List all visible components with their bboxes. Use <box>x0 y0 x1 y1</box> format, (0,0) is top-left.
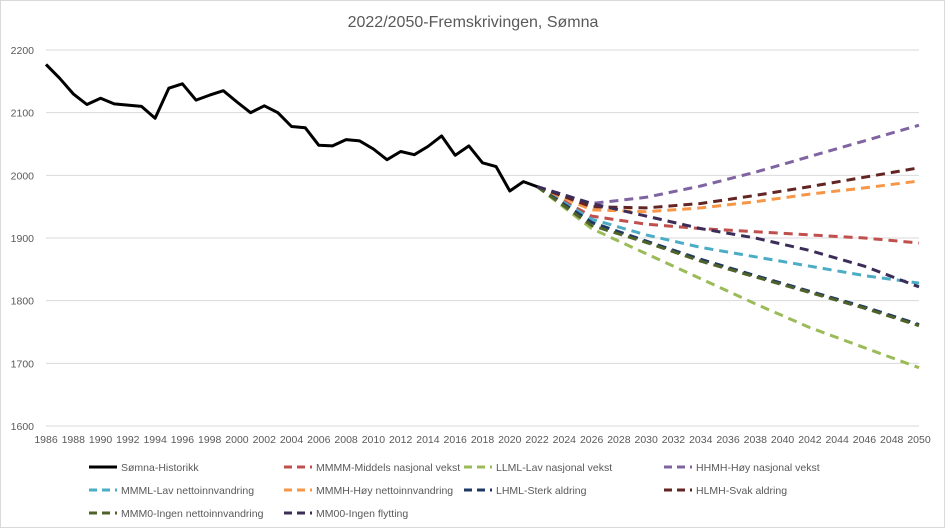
x-tick-label: 1992 <box>116 434 140 446</box>
legend: Sømna-Historikk MMMM-Middels nasjonal vek… <box>89 462 820 520</box>
x-tick-label: 2046 <box>853 434 877 446</box>
chart-title: 2022/2050-Fremskrivingen, Sømna <box>348 14 599 31</box>
y-tick-label: 1700 <box>11 358 35 370</box>
legend-label: MMMM-Middels nasjonal vekst <box>316 462 460 474</box>
x-tick-label: 2044 <box>825 434 849 446</box>
x-tick-label: 2008 <box>334 434 358 446</box>
x-tick-label: 2040 <box>771 434 795 446</box>
x-tick-label: 2050 <box>907 434 931 446</box>
legend-label: MMM0-Ingen nettoinnvandring <box>121 508 264 520</box>
legend-label: LLML-Lav nasjonal vekst <box>496 462 612 474</box>
y-tick-label: 1600 <box>11 421 35 433</box>
x-tick-label: 2048 <box>880 434 904 446</box>
x-tick-label: 2018 <box>471 434 495 446</box>
x-tick-label: 1994 <box>143 434 167 446</box>
x-tick-label: 2032 <box>662 434 686 446</box>
series-line-mmmm <box>536 185 920 245</box>
legend-label: MMML-Lav nettoinnvandring <box>121 485 254 497</box>
series-line-llml <box>536 185 920 370</box>
x-tick-label: 2014 <box>416 434 440 446</box>
x-tick-label: 1986 <box>34 434 58 446</box>
gridlines <box>46 49 919 427</box>
legend-label: MMMH-Høy nettoinnvandring <box>316 485 453 497</box>
x-tick-label: 2002 <box>253 434 277 446</box>
y-axis: 1600 1700 1800 1900 2000 2100 2200 <box>11 45 35 433</box>
series-line-mmmh <box>536 179 920 214</box>
legend-label: HHMH-Høy nasjonal vekst <box>696 462 820 474</box>
legend-label: HLMH-Svak aldring <box>696 485 787 497</box>
series-line-mmml <box>536 185 920 285</box>
series-line-sømna <box>44 63 538 193</box>
x-tick-label: 1988 <box>62 434 86 446</box>
x-tick-label: 2034 <box>689 434 713 446</box>
x-axis: 1986 1988 1990 1992 1994 1996 1998 2000 2002 2004… <box>34 434 931 446</box>
y-tick-label: 1900 <box>11 233 35 245</box>
legend-label: MM00-Ingen flytting <box>316 508 408 520</box>
x-tick-label: 1998 <box>198 434 222 446</box>
legend-label: LHML-Sterk aldring <box>496 485 587 497</box>
y-tick-label: 1800 <box>11 296 35 308</box>
x-tick-label: 2012 <box>389 434 413 446</box>
y-tick-label: 2200 <box>11 45 35 57</box>
x-tick-label: 2024 <box>553 434 577 446</box>
series-lines <box>44 63 920 370</box>
x-tick-label: 2022 <box>525 434 549 446</box>
x-tick-label: 2036 <box>716 434 740 446</box>
y-tick-label: 2000 <box>11 170 35 182</box>
x-tick-label: 2016 <box>444 434 468 446</box>
x-tick-label: 2006 <box>307 434 331 446</box>
x-tick-label: 2010 <box>362 434 386 446</box>
x-tick-label: 2042 <box>798 434 822 446</box>
x-tick-label: 1990 <box>89 434 113 446</box>
x-tick-label: 2038 <box>744 434 768 446</box>
x-tick-label: 2028 <box>607 434 631 446</box>
x-tick-label: 1996 <box>171 434 195 446</box>
series-line-mmm0 <box>536 185 920 328</box>
x-tick-label: 2004 <box>280 434 304 446</box>
legend-label: Sømna-Historikk <box>121 462 199 474</box>
x-tick-label: 2020 <box>498 434 522 446</box>
x-tick-label: 2030 <box>635 434 659 446</box>
series-line-mm00 <box>536 185 920 289</box>
y-tick-label: 2100 <box>11 108 35 120</box>
x-tick-label: 2000 <box>225 434 249 446</box>
x-tick-label: 2026 <box>580 434 604 446</box>
series-line-hhmh <box>536 123 920 205</box>
